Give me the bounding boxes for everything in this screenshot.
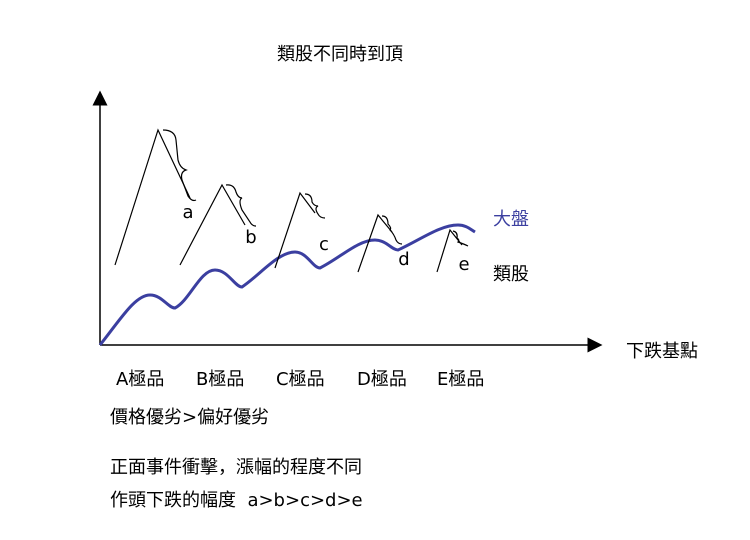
category: C極品 <box>276 369 325 390</box>
note: 正面事件衝擊，漲幅的程度不同 <box>110 457 362 478</box>
category: A極品 <box>116 369 164 390</box>
peak-label: d <box>398 249 409 270</box>
peak-label: a <box>182 202 193 223</box>
x-axis-label: 下跌基點 <box>626 341 698 362</box>
legend-market: 大盤 <box>493 209 529 230</box>
market-curve <box>98 223 476 346</box>
title: 類股不同時到頂 <box>277 44 403 65</box>
sector-peaks <box>114 128 469 273</box>
note: 價格優劣>偏好優劣 <box>110 407 269 428</box>
category: B極品 <box>196 369 244 390</box>
note: 作頭下跌的幅度 a>b>c>d>e <box>110 490 363 511</box>
legend-sector: 類股 <box>493 264 529 285</box>
category: D極品 <box>357 369 407 390</box>
peak-label: e <box>458 254 469 275</box>
peak-label: c <box>319 234 329 255</box>
category: E極品 <box>437 369 484 390</box>
peak-label: b <box>245 227 256 248</box>
